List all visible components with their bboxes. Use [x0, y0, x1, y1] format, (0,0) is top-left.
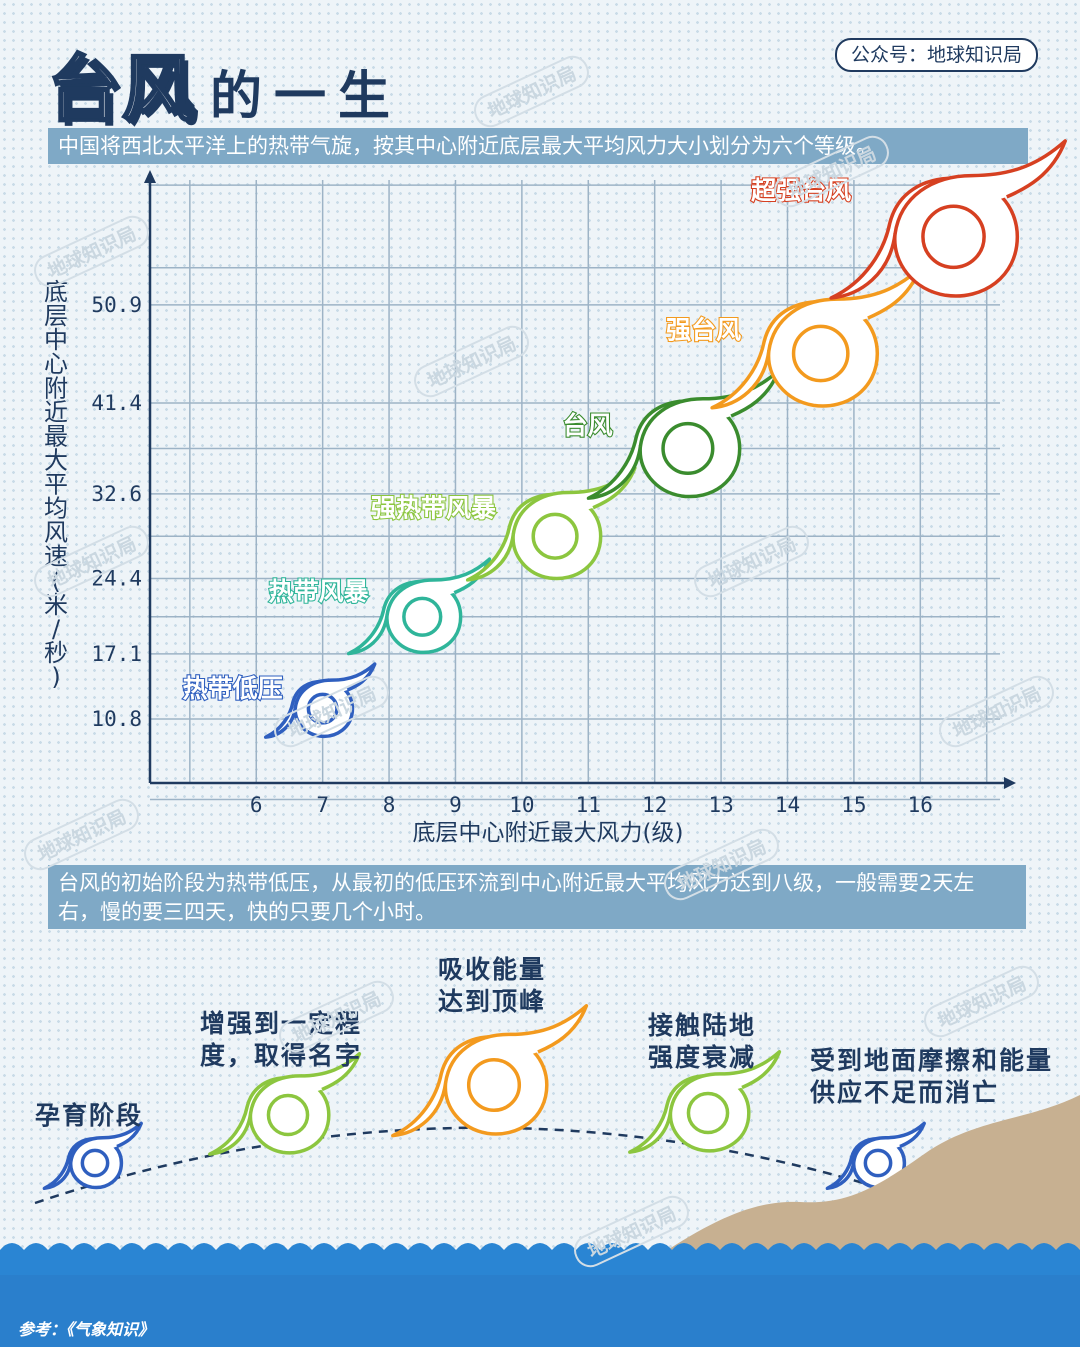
y-tick-label: 50.9: [91, 293, 142, 317]
typhoon-eye: [686, 1091, 730, 1135]
y-tick-label: 41.4: [91, 391, 142, 415]
typhoon-eye: [402, 596, 443, 637]
typhoon-eye: [80, 1148, 110, 1178]
y-tick-label: 17.1: [91, 642, 142, 666]
stage-label-5: 受到地面摩擦和能量供应不足而消亡: [810, 1046, 1054, 1107]
reference-note: 参考：《气象知识》: [18, 1320, 155, 1339]
y-tick-label: 24.4: [91, 567, 142, 591]
x-axis-label: 底层中心附近最大风力(级): [413, 820, 684, 846]
typhoon-eye: [921, 204, 986, 270]
x-tick-label: 10: [509, 793, 534, 817]
typhoon-icon-2: [346, 557, 492, 656]
typhoon-icon-5: [710, 266, 922, 410]
x-tick-label: 15: [841, 793, 866, 817]
typhoon-icon-4: [586, 368, 781, 500]
x-tick-label: 14: [775, 793, 800, 817]
typhoon-eye: [863, 1148, 893, 1178]
series-label-6: 超强台风: [751, 176, 851, 205]
typhoon-eye: [791, 324, 850, 383]
typhoon-eye: [306, 692, 339, 725]
x-tick-label: 16: [908, 793, 933, 817]
typhoon-icon-6: [829, 139, 1067, 300]
series-label-3: 强热带风暴: [371, 494, 497, 523]
typhoon-eye: [466, 1057, 522, 1113]
typhoon-eye: [266, 1093, 310, 1137]
stage-typhoon-icon-1: [42, 1121, 143, 1191]
stage-typhoon-icon-5: [825, 1121, 926, 1191]
typhoon-eye: [661, 421, 715, 476]
title-sub: 的一生: [210, 67, 403, 127]
lifecycle-path: [34, 1126, 1001, 1232]
x-tick-label: 13: [708, 793, 733, 817]
title-main: 台风: [46, 46, 197, 133]
stage-typhoon-icon-2: [208, 1052, 362, 1156]
x-tick-label: 11: [576, 793, 601, 817]
stage-label-1: 孕育阶段: [35, 1101, 144, 1130]
lifecycle-banner: 台风的初始阶段为热带低压，从最初的低压环流到中心附近最大平均风力达到八级，一般需…: [48, 865, 1026, 929]
x-tick-label: 8: [383, 793, 396, 817]
stage-label-3: 吸收能量达到顶峰: [438, 955, 547, 1016]
stage-label-4: 接触陆地强度衰减: [648, 1011, 757, 1072]
stage-typhoon-icon-3: [391, 1004, 589, 1138]
typhoon-icon-1: [263, 662, 377, 739]
series-label-5: 强台风: [666, 315, 741, 344]
stage-label-2: 增强到一定程度，取得名字: [200, 1009, 363, 1070]
typhoon-eye: [531, 512, 579, 560]
x-tick-label: 6: [250, 793, 263, 817]
x-tick-label: 9: [449, 793, 462, 817]
series-label-2: 热带风暴: [269, 577, 370, 606]
x-tick-label: 12: [642, 793, 667, 817]
x-axis-arrow-icon: [1004, 777, 1016, 789]
account-badge: 公众号：地球知识局: [834, 38, 1038, 72]
y-tick-label: 32.6: [91, 482, 142, 506]
stage-typhoon-icon-4: [628, 1050, 782, 1154]
sea-deep: [0, 1275, 1080, 1347]
typhoon-icon-3: [465, 466, 637, 582]
series-label-4: 台风: [563, 411, 613, 440]
intro-banner: 中国将西北太平洋上的热带气旋，按其中心附近底层最大平均风力大小划分为六个等级。: [48, 128, 1028, 164]
series-label-1: 热带低压: [183, 674, 283, 703]
y-axis-label: 底层中心附近最大平均风速(米/秒): [44, 278, 68, 691]
x-tick-label: 7: [316, 793, 329, 817]
page-title: 台风 的一生: [46, 30, 403, 135]
y-axis-arrow-icon: [144, 170, 156, 183]
y-tick-label: 10.8: [91, 707, 142, 731]
